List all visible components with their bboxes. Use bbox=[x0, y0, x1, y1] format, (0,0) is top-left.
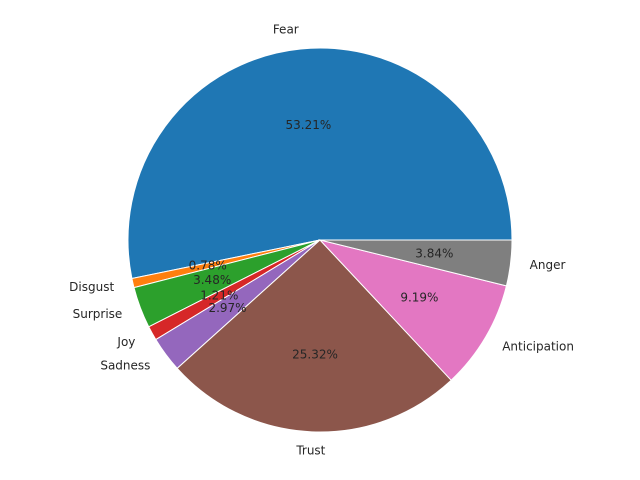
pie-labels: Fear 53.21% Disgust 0.78% Surprise 3.48% Joy 1.… bbox=[69, 22, 574, 457]
slice-label-surprise: Surprise bbox=[73, 307, 123, 321]
slice-label-anger: Anger bbox=[530, 258, 566, 272]
slice-pct-anticipation: 9.19% bbox=[400, 291, 438, 305]
slice-pct-surprise: 3.48% bbox=[193, 273, 231, 287]
slice-pct-trust: 25.32% bbox=[292, 348, 338, 362]
slice-pct-disgust: 0.78% bbox=[189, 258, 227, 272]
pie-slice-trust bbox=[176, 239, 452, 433]
pie-slice-anticipation bbox=[318, 239, 508, 381]
slice-pct-joy: 1.21% bbox=[200, 288, 238, 302]
pie-wedges bbox=[127, 47, 513, 433]
slice-pct-anger: 3.84% bbox=[415, 246, 453, 260]
slice-label-disgust: Disgust bbox=[69, 280, 114, 294]
pie-slice-fear bbox=[127, 47, 513, 280]
slice-pct-fear: 53.21% bbox=[286, 118, 332, 132]
pie-slice-anger bbox=[319, 239, 513, 287]
slice-label-joy: Joy bbox=[116, 335, 135, 349]
slice-label-anticipation: Anticipation bbox=[502, 339, 574, 353]
slice-label-sadness: Sadness bbox=[100, 358, 150, 372]
slice-label-fear: Fear bbox=[273, 22, 299, 36]
slice-pct-sadness: 2.97% bbox=[208, 301, 246, 315]
slice-label-trust: Trust bbox=[295, 444, 325, 458]
